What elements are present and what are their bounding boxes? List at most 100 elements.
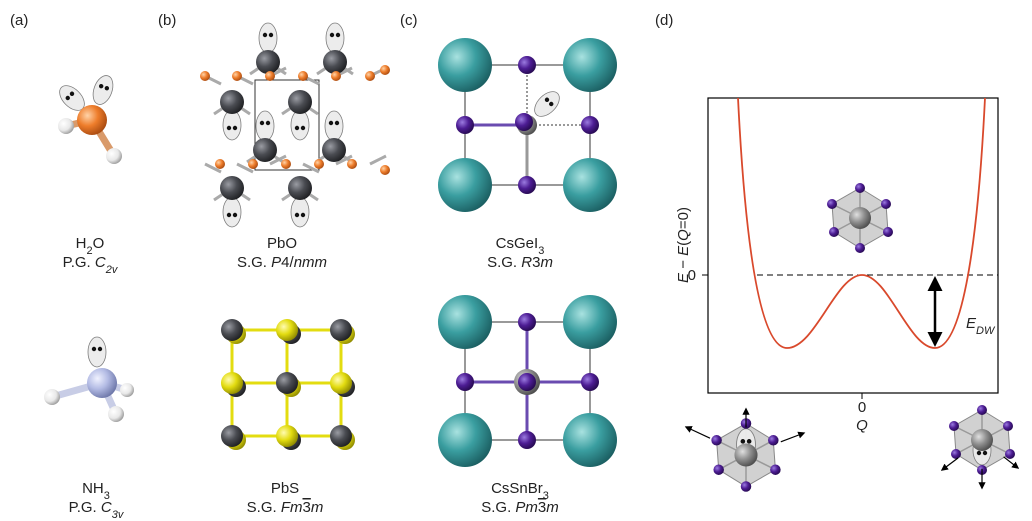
atom (330, 319, 352, 341)
atom (220, 176, 244, 200)
lone-pair-lobe (259, 23, 277, 53)
atom (1005, 449, 1015, 459)
electron (260, 121, 264, 125)
atom (518, 176, 536, 194)
text-run: DW (976, 325, 996, 337)
text-run: S.G. (247, 499, 281, 516)
atom (581, 373, 599, 391)
electron (335, 121, 339, 125)
atom (518, 313, 536, 331)
atom (881, 199, 891, 209)
lone-pair (88, 337, 106, 367)
atom (288, 90, 312, 114)
electron (301, 213, 305, 217)
panel-labels: (a)(b)(c)(d) (10, 12, 673, 29)
atom (330, 425, 352, 447)
plot-frame (708, 98, 998, 393)
text-run: 3 (303, 499, 311, 516)
caption-line: S.G. Pm3m (481, 499, 559, 516)
atom (298, 71, 308, 81)
atom (456, 116, 474, 134)
atom (77, 105, 107, 135)
panel-label: (d) (655, 12, 673, 29)
atom (971, 429, 993, 451)
atom (563, 158, 617, 212)
text-run: C (95, 254, 106, 271)
atom (518, 431, 536, 449)
electron (301, 126, 305, 130)
atom (253, 138, 277, 162)
figure: (a)(b)(c)(d) H2OP.G. C2vNH3P.G. C3vPbOS.… (0, 0, 1032, 521)
lone-pair (256, 111, 274, 141)
atom (855, 183, 865, 193)
text-run: CsGeI (496, 235, 539, 252)
electron (329, 121, 333, 125)
electron (227, 126, 231, 130)
electron (233, 213, 237, 217)
electron (227, 213, 231, 217)
lone-pair (530, 87, 564, 121)
text-run: m (546, 499, 559, 516)
atom (331, 71, 341, 81)
atom (518, 56, 536, 74)
atom (829, 227, 839, 237)
text-run: Q (675, 229, 692, 241)
atom (323, 50, 347, 74)
text-run: S.G. (487, 254, 521, 271)
caption-line: S.G. Fm3m (247, 499, 324, 516)
atom (220, 90, 244, 114)
atom (734, 443, 757, 466)
text-run: Pm (515, 499, 538, 516)
text-run: m (540, 254, 553, 271)
atom (281, 159, 291, 169)
displacement-arrow (686, 427, 710, 438)
atom (44, 389, 60, 405)
atom (365, 71, 375, 81)
atom (265, 71, 275, 81)
caption-line: S.G. R3m (487, 254, 553, 271)
atom (221, 319, 243, 341)
x-axis-label: Q (856, 417, 868, 434)
atom (515, 113, 533, 131)
atom (518, 373, 536, 391)
atom (276, 425, 298, 447)
atom (827, 199, 837, 209)
caption-line: P.G. C3v (69, 499, 125, 521)
electron (263, 33, 267, 37)
atom (768, 435, 779, 446)
atom (347, 159, 357, 169)
atom (221, 372, 243, 394)
lone-pair (291, 197, 309, 227)
text-run: 3v (112, 509, 125, 521)
panel-label: (b) (158, 12, 176, 29)
atom (456, 373, 474, 391)
electron (266, 121, 270, 125)
atom (200, 71, 210, 81)
atom (221, 425, 243, 447)
barrier-label: EDW (966, 315, 996, 337)
atom (120, 383, 134, 397)
atom (1003, 421, 1013, 431)
electron (747, 439, 752, 444)
text-run: nmm (294, 254, 327, 271)
atom (713, 464, 724, 475)
lone-pair (326, 23, 344, 53)
atom (322, 138, 346, 162)
atom (215, 159, 225, 169)
lone-pair (223, 110, 241, 140)
atom (256, 50, 280, 74)
atom (438, 158, 492, 212)
text-run: S.G. (481, 499, 515, 516)
electron (98, 347, 102, 351)
panel-label: (a) (10, 12, 28, 29)
displacement-arrow (781, 433, 804, 442)
atom (563, 413, 617, 467)
lone-pair-lobe (530, 87, 564, 121)
lone-pair (291, 110, 309, 140)
atom (949, 421, 959, 431)
lone-pair (325, 111, 343, 141)
text-run: R (521, 254, 532, 271)
displacement-arrow (942, 458, 958, 470)
text-run: NH (82, 480, 104, 497)
